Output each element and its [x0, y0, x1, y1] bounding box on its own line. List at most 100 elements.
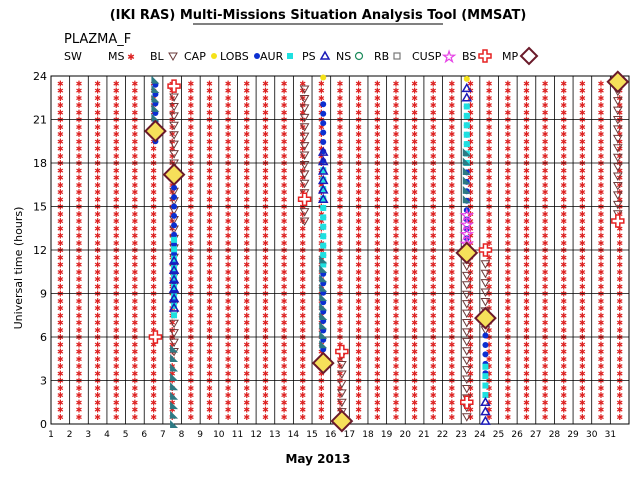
sw-asterisk: ✱: [393, 174, 400, 183]
sw-asterisk: ✱: [225, 130, 232, 139]
sw-asterisk: ✱: [598, 348, 605, 357]
sw-asterisk: ✱: [262, 391, 269, 400]
sw-asterisk: ✱: [76, 152, 83, 161]
data-point: ☆: [460, 215, 474, 234]
plot-area: ✱ ✱ ✱ ✱ ✱ ✱ ✱ ✱ ✱ ✱ ✱ ✱ ✱ ✱ ✱ ✱ ✱ ✱ ✱ ✱ ✱ ✱ ✱ ✱ ✱ ✱ ✱ ✱ ✱ ✱ ✱ ✱ ✱ ✱ ✱ ✱ ✱ ✱ ✱ ✱…: [50, 70, 630, 433]
sw-asterisk: ✱: [598, 123, 605, 132]
sw-asterisk: ✱: [560, 108, 567, 117]
sw-asterisk: ✱: [150, 290, 157, 299]
sw-asterisk: ✱: [243, 203, 250, 212]
sw-asterisk: ✱: [542, 181, 549, 190]
sw-asterisk: ✱: [187, 210, 194, 219]
sw-asterisk: ✱: [355, 326, 362, 335]
sw-asterisk: ✱: [523, 304, 530, 313]
sw-asterisk: ✱: [57, 145, 64, 154]
sw-asterisk: ✱: [598, 239, 605, 248]
sw-asterisk: ✱: [449, 304, 456, 313]
sw-asterisk: ✱: [262, 304, 269, 313]
y-tick-label: 12: [33, 244, 47, 257]
sw-asterisk: ✱: [523, 348, 530, 357]
sw-asterisk: ✱: [76, 181, 83, 190]
sw-asterisk: ✱: [243, 391, 250, 400]
sw-asterisk: ✱: [504, 217, 511, 226]
sw-asterisk: ✱: [467, 210, 474, 219]
data-point: [151, 103, 160, 112]
sw-asterisk: ✱: [411, 224, 418, 233]
sw-asterisk: ✱: [206, 130, 213, 139]
data-point: [463, 112, 470, 119]
sw-asterisk: ✱: [281, 326, 288, 335]
sw-asterisk: ✱: [225, 355, 232, 364]
sw-asterisk: ✱: [523, 145, 530, 154]
sw-asterisk: ✱: [411, 94, 418, 103]
sw-asterisk: ✱: [318, 348, 325, 357]
sw-asterisk: ✱: [598, 253, 605, 262]
sw-asterisk: ✱: [374, 398, 381, 407]
sw-asterisk: ✱: [206, 261, 213, 270]
sw-asterisk: ✱: [560, 406, 567, 415]
sw-asterisk: ✱: [262, 319, 269, 328]
sw-asterisk: ✱: [76, 362, 83, 371]
sw-asterisk: ✱: [299, 253, 306, 262]
data-point: [461, 328, 472, 337]
sw-asterisk: ✱: [560, 326, 567, 335]
sw-asterisk: ✱: [598, 130, 605, 139]
sw-asterisk: ✱: [449, 362, 456, 371]
sw-asterisk: ✱: [337, 210, 344, 219]
sw-asterisk: ✱: [225, 188, 232, 197]
data-point: [151, 113, 160, 122]
x-tick-label: 11: [232, 430, 243, 440]
sw-asterisk: ✱: [486, 413, 493, 422]
sw-asterisk: ✱: [281, 145, 288, 154]
sw-asterisk: ✱: [132, 174, 139, 183]
sw-asterisk: ✱: [542, 311, 549, 320]
sw-asterisk: ✱: [523, 79, 530, 88]
sw-asterisk: ✱: [430, 362, 437, 371]
sw-asterisk: ✱: [504, 203, 511, 212]
sw-asterisk: ✱: [299, 398, 306, 407]
sw-asterisk: ✱: [374, 79, 381, 88]
sw-asterisk: ✱: [467, 203, 474, 212]
sw-asterisk: ✱: [598, 79, 605, 88]
y-tick-label: 0: [40, 418, 47, 431]
sw-asterisk: ✱: [113, 275, 120, 284]
sw-asterisk: ✱: [374, 101, 381, 110]
sw-asterisk: ✱: [337, 195, 344, 204]
sw-asterisk: ✱: [393, 181, 400, 190]
sw-asterisk: ✱: [169, 152, 176, 161]
sw-asterisk: ✱: [523, 123, 530, 132]
sw-asterisk: ✱: [467, 101, 474, 110]
sw-asterisk: ✱: [299, 340, 306, 349]
y-tick-label: 15: [33, 201, 47, 214]
sw-asterisk: ✱: [560, 246, 567, 255]
sw-asterisk: ✱: [225, 398, 232, 407]
data-point: [482, 382, 489, 389]
sw-asterisk: ✱: [430, 355, 437, 364]
sw-asterisk: ✱: [393, 384, 400, 393]
sw-asterisk: ✱: [467, 384, 474, 393]
sw-asterisk: ✱: [150, 232, 157, 241]
sw-asterisk: ✱: [430, 304, 437, 313]
sw-asterisk: ✱: [598, 137, 605, 146]
sw-asterisk: ✱: [393, 79, 400, 88]
sw-asterisk: ✱: [411, 348, 418, 357]
sw-asterisk: ✱: [132, 340, 139, 349]
sw-asterisk: ✱: [393, 195, 400, 204]
sw-asterisk: ✱: [337, 217, 344, 226]
sw-asterisk: ✱: [467, 224, 474, 233]
sw-asterisk: ✱: [150, 319, 157, 328]
sw-asterisk: ✱: [187, 369, 194, 378]
sw-asterisk: ✱: [262, 246, 269, 255]
sw-asterisk: ✱: [206, 181, 213, 190]
data-point: [482, 363, 489, 370]
sw-asterisk: ✱: [281, 195, 288, 204]
sw-asterisk: ✱: [393, 210, 400, 219]
sw-asterisk: ✱: [337, 391, 344, 400]
sw-asterisk: ✱: [187, 355, 194, 364]
sw-asterisk: ✱: [113, 174, 120, 183]
data-point: [461, 271, 472, 281]
sw-asterisk: ✱: [187, 319, 194, 328]
x-tick-label: 7: [160, 430, 166, 440]
sw-asterisk: ✱: [411, 406, 418, 415]
sw-asterisk: ✱: [113, 362, 120, 371]
